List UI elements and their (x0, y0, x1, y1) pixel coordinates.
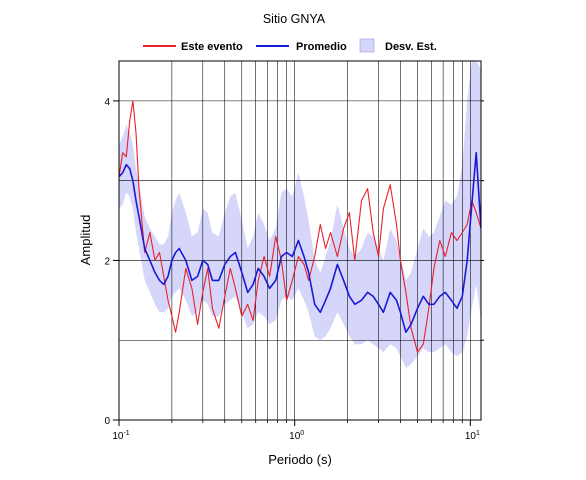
legend-label: Desv. Est. (385, 41, 437, 53)
x-tick-label-exponent: 1 (476, 430, 480, 437)
series-line-promedio (119, 151, 481, 334)
x-tick-label-base: 10 (112, 431, 124, 442)
legend-label: Este evento (181, 41, 243, 53)
plot-frame (118, 60, 482, 421)
x-tick-label: 101 (465, 430, 480, 442)
x-tick-label-base: 10 (465, 431, 477, 442)
grid-lines (119, 61, 481, 420)
series-line-este-evento (119, 100, 481, 353)
legend-label: Promedio (296, 41, 347, 53)
x-tick-label-exponent: -1 (123, 430, 129, 437)
legend: Este evento Promedio Desv. Est. (143, 38, 437, 53)
std-dev-band (119, 61, 481, 369)
x-axis-label: Periodo (s) (268, 452, 332, 467)
y-tick-label: 0 (104, 416, 110, 427)
x-tick-label-base: 10 (289, 431, 301, 442)
chart-title: Sitio GNYA (263, 12, 326, 26)
y-tick-label: 4 (104, 97, 110, 108)
x-tick-label: 100 (289, 430, 304, 442)
x-tick-label-exponent: 0 (300, 430, 304, 437)
y-tick-label: 2 (104, 256, 110, 267)
legend-swatch-desv-est (359, 38, 375, 53)
x-tick-label: 10-1 (112, 430, 129, 442)
plot-area (119, 61, 481, 420)
y-axis-label: Amplitud (78, 215, 93, 266)
